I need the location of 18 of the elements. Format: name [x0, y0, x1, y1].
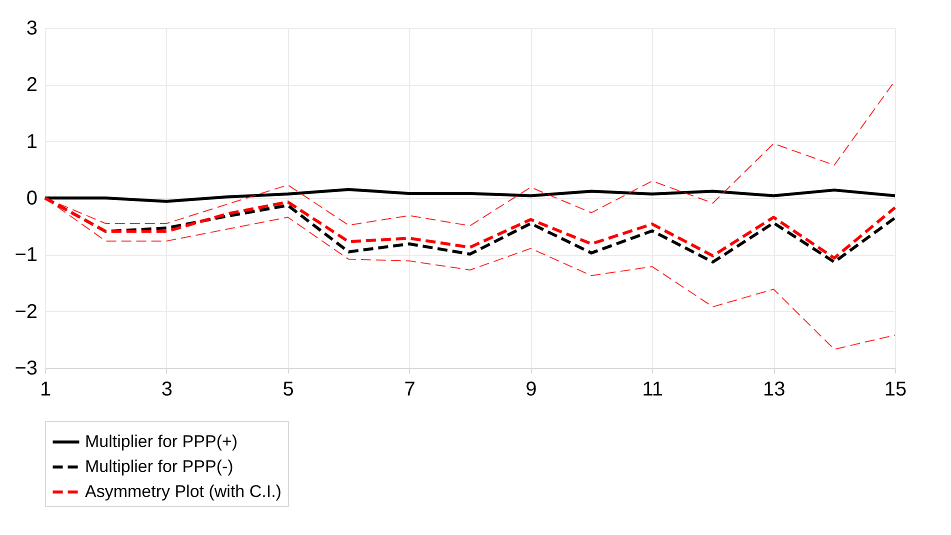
x-tick-label: 9 — [526, 378, 537, 400]
x-tick-label: 3 — [161, 378, 172, 400]
legend-label: Multiplier for PPP(+) — [85, 432, 238, 451]
y-tick-label: 2 — [26, 74, 38, 96]
legend-label: Asymmetry Plot (with C.I.) — [85, 482, 282, 501]
y-tick-label: 1 — [26, 130, 38, 153]
x-tick-label: 15 — [884, 378, 907, 400]
y-tick-label: −1 — [14, 244, 38, 266]
y-tick-label: 0 — [26, 188, 38, 210]
x-tick-label: 11 — [642, 378, 664, 400]
x-tick-label: 1 — [40, 378, 52, 400]
x-tick-label: 7 — [404, 378, 416, 400]
y-tick-label: 3 — [26, 18, 38, 40]
x-tick-label: 13 — [762, 378, 786, 400]
y-tick-label: −2 — [14, 300, 38, 323]
x-tick-label: 5 — [282, 378, 294, 400]
y-tick-label: −3 — [14, 358, 38, 380]
legend-label: Multiplier for PPP(-) — [85, 457, 234, 476]
